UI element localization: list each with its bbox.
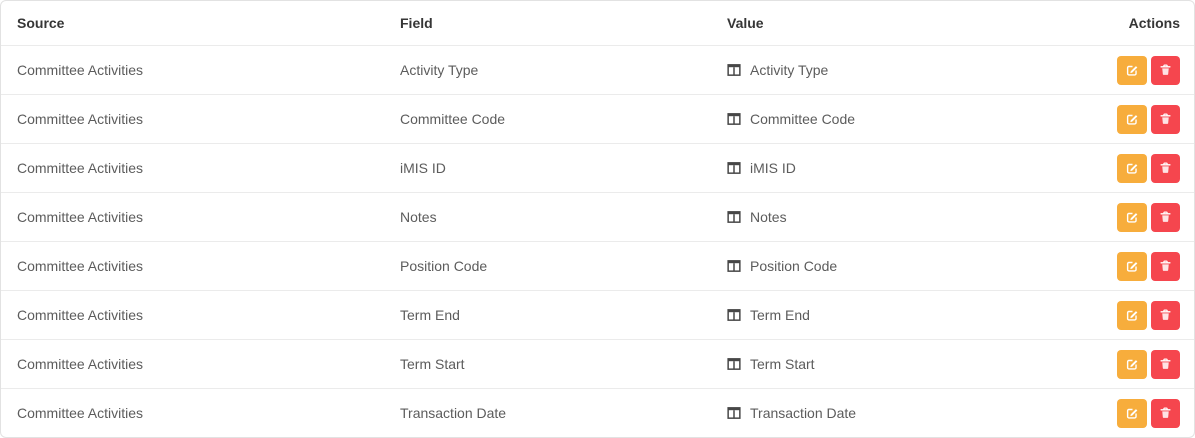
field-cell: Activity Type [400,62,479,78]
value-label: Term End [750,307,810,323]
columns-icon [727,63,741,77]
edit-button[interactable] [1117,398,1147,428]
columns-icon [727,357,741,371]
column-header-source: Source [17,15,65,31]
edit-icon [1125,308,1139,322]
field-cell: Term Start [400,356,465,372]
actions-cell [1117,398,1194,428]
field-cell: iMIS ID [400,160,446,176]
value-cell: Transaction Date [727,405,1117,421]
edit-icon [1125,357,1139,371]
edit-icon [1125,112,1139,126]
value-cell: Committee Code [727,111,1117,127]
source-cell: Committee Activities [17,160,144,176]
source-cell: Committee Activities [17,62,144,78]
delete-button[interactable] [1150,300,1180,330]
value-label: Term Start [750,356,815,372]
value-cell: iMIS ID [727,160,1117,176]
actions-cell [1117,349,1194,379]
value-cell: Position Code [727,258,1117,274]
table-row: Committee Activities Activity Type Activ… [1,45,1194,94]
table-row: Committee Activities Transaction Date Tr… [1,388,1194,437]
value-cell: Term End [727,307,1117,323]
table-row: Committee Activities Term End Term End [1,290,1194,339]
table-row: Committee Activities Notes Notes [1,192,1194,241]
table-row: Committee Activities iMIS ID iMIS ID [1,143,1194,192]
edit-icon [1125,406,1139,420]
table-header-row: Source Field Value Actions [1,1,1194,45]
column-header-field: Field [400,15,433,31]
field-cell: Committee Code [400,111,506,127]
trash-icon [1159,210,1172,224]
trash-icon [1159,112,1172,126]
edit-button[interactable] [1117,202,1147,232]
columns-icon [727,210,741,224]
value-cell: Notes [727,209,1117,225]
field-cell: Term End [400,307,460,323]
table-body: Committee Activities Activity Type Activ… [1,45,1194,437]
value-label: Transaction Date [750,405,857,421]
source-cell: Committee Activities [17,111,144,127]
field-cell: Position Code [400,258,488,274]
source-cell: Committee Activities [17,258,144,274]
value-label: iMIS ID [750,160,796,176]
edit-icon [1125,161,1139,175]
column-header-value: Value [727,15,764,31]
delete-button[interactable] [1150,251,1180,281]
edit-button[interactable] [1117,349,1147,379]
source-cell: Committee Activities [17,356,144,372]
edit-button[interactable] [1117,104,1147,134]
actions-cell [1117,153,1194,183]
delete-button[interactable] [1150,202,1180,232]
trash-icon [1159,161,1172,175]
field-cell: Notes [400,209,437,225]
value-label: Notes [750,209,787,225]
delete-button[interactable] [1150,398,1180,428]
column-header-actions: Actions [1128,15,1180,31]
value-cell: Term Start [727,356,1117,372]
actions-cell [1117,55,1194,85]
edit-button[interactable] [1117,55,1147,85]
delete-button[interactable] [1150,349,1180,379]
source-cell: Committee Activities [17,209,144,225]
table-row: Committee Activities Position Code Posit… [1,241,1194,290]
actions-cell [1117,300,1194,330]
trash-icon [1159,406,1172,420]
trash-icon [1159,63,1172,77]
edit-button[interactable] [1117,251,1147,281]
trash-icon [1159,357,1172,371]
edit-button[interactable] [1117,153,1147,183]
columns-icon [727,112,741,126]
actions-cell [1117,104,1194,134]
edit-icon [1125,210,1139,224]
source-cell: Committee Activities [17,405,144,421]
value-label: Position Code [750,258,838,274]
source-cell: Committee Activities [17,307,144,323]
actions-cell [1117,251,1194,281]
trash-icon [1159,308,1172,322]
columns-icon [727,161,741,175]
edit-icon [1125,259,1139,273]
table-row: Committee Activities Term Start Term Sta… [1,339,1194,388]
value-cell: Activity Type [727,62,1117,78]
columns-icon [727,308,741,322]
actions-cell [1117,202,1194,232]
delete-button[interactable] [1150,104,1180,134]
edit-icon [1125,63,1139,77]
edit-button[interactable] [1117,300,1147,330]
trash-icon [1159,259,1172,273]
columns-icon [727,406,741,420]
field-cell: Transaction Date [400,405,507,421]
value-label: Activity Type [750,62,829,78]
delete-button[interactable] [1150,153,1180,183]
delete-button[interactable] [1150,55,1180,85]
columns-icon [727,259,741,273]
table-row: Committee Activities Committee Code Comm… [1,94,1194,143]
value-label: Committee Code [750,111,856,127]
